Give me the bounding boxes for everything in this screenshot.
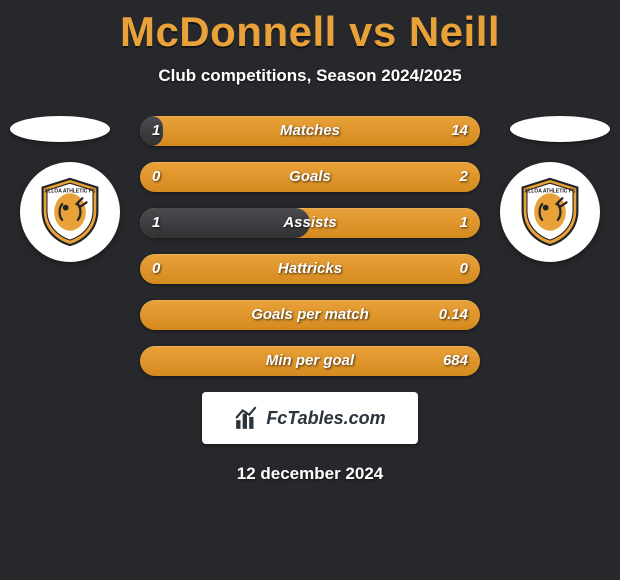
stat-label: Goals per match (140, 300, 480, 330)
stat-row: 0 Hattricks 0 (140, 254, 480, 284)
club-badge-left: ALLOA ATHLETIC FC (20, 162, 120, 262)
stat-right-value: 684 (443, 346, 468, 376)
shield-icon: ALLOA ATHLETIC FC (514, 176, 586, 248)
stat-row: 1 Assists 1 (140, 208, 480, 238)
page-title: McDonnell vs Neill (0, 0, 620, 56)
stat-label: Min per goal (140, 346, 480, 376)
comparison-main: ALLOA ATHLETIC FC ALLOA ATHLETIC FC 1 Ma… (0, 116, 620, 484)
stat-label: Assists (140, 208, 480, 238)
stat-row: Goals per match 0.14 (140, 300, 480, 330)
club-badge-right: ALLOA ATHLETIC FC (500, 162, 600, 262)
footer-logo: FcTables.com (202, 392, 418, 444)
shield-icon: ALLOA ATHLETIC FC (34, 176, 106, 248)
stat-right-value: 2 (460, 162, 468, 192)
flag-right (510, 116, 610, 142)
stat-row: 0 Goals 2 (140, 162, 480, 192)
page-subtitle: Club competitions, Season 2024/2025 (0, 66, 620, 86)
stat-bars: 1 Matches 14 0 Goals 2 1 Assists 1 0 Hat… (140, 116, 480, 376)
chart-icon (234, 405, 260, 431)
flag-left (10, 116, 110, 142)
stat-row: Min per goal 684 (140, 346, 480, 376)
footer-logo-text: FcTables.com (266, 408, 385, 429)
stat-label: Goals (140, 162, 480, 192)
stat-right-value: 0.14 (439, 300, 468, 330)
stat-label: Matches (140, 116, 480, 146)
stat-right-value: 0 (460, 254, 468, 284)
stat-row: 1 Matches 14 (140, 116, 480, 146)
svg-text:ALLOA ATHLETIC FC: ALLOA ATHLETIC FC (525, 189, 576, 195)
svg-text:ALLOA ATHLETIC FC: ALLOA ATHLETIC FC (45, 189, 96, 195)
stat-right-value: 14 (451, 116, 468, 146)
stat-label: Hattricks (140, 254, 480, 284)
stat-right-value: 1 (460, 208, 468, 238)
generation-date: 12 december 2024 (0, 464, 620, 484)
